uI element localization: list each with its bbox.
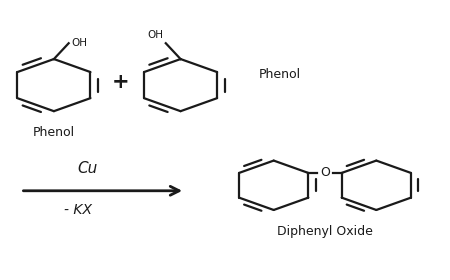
- Text: - KX: - KX: [64, 203, 92, 217]
- Text: O: O: [320, 166, 330, 179]
- Text: OH: OH: [148, 31, 163, 41]
- Text: OH: OH: [71, 38, 87, 48]
- Text: Diphenyl Oxide: Diphenyl Oxide: [277, 225, 373, 238]
- Text: Phenol: Phenol: [258, 68, 301, 81]
- Text: +: +: [112, 72, 129, 92]
- Text: Phenol: Phenol: [33, 126, 75, 139]
- Text: Cu: Cu: [77, 161, 97, 176]
